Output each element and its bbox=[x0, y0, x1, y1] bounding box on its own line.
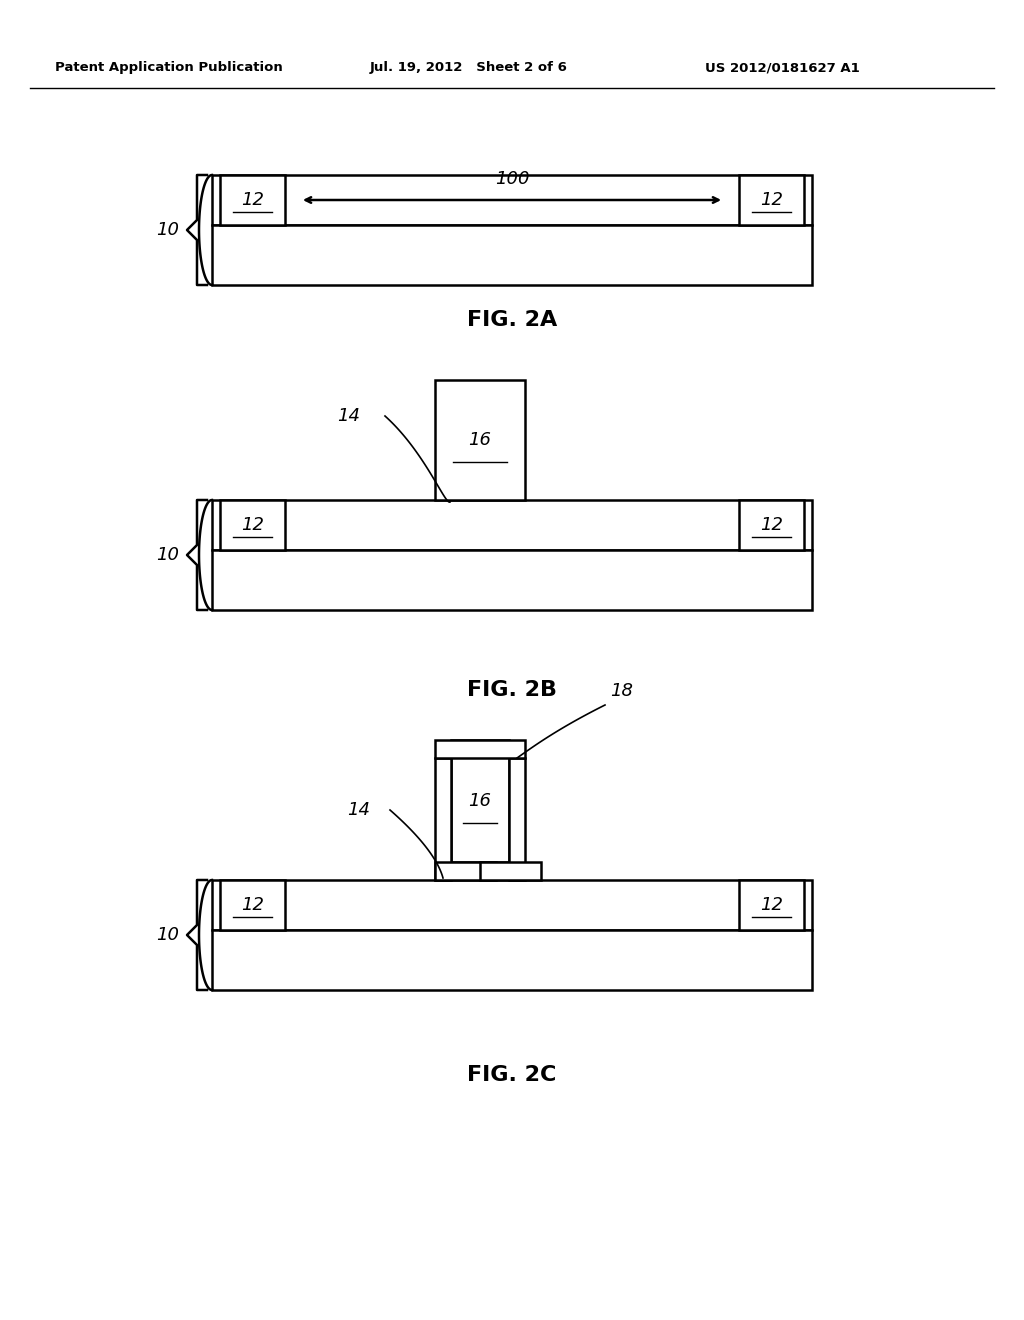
Text: 10: 10 bbox=[156, 546, 179, 564]
Bar bbox=[509, 758, 525, 880]
Text: 12: 12 bbox=[760, 516, 783, 535]
Bar bbox=[212, 176, 812, 224]
Text: 14: 14 bbox=[347, 801, 370, 818]
Text: 18: 18 bbox=[610, 682, 633, 700]
Text: 12: 12 bbox=[241, 896, 264, 913]
Bar bbox=[220, 880, 285, 931]
Bar bbox=[435, 862, 496, 880]
Bar bbox=[739, 880, 804, 931]
Text: 12: 12 bbox=[760, 896, 783, 913]
Text: US 2012/0181627 A1: US 2012/0181627 A1 bbox=[705, 62, 860, 74]
Text: 12: 12 bbox=[241, 191, 264, 209]
Text: Patent Application Publication: Patent Application Publication bbox=[55, 62, 283, 74]
Text: 12: 12 bbox=[760, 191, 783, 209]
Text: 10: 10 bbox=[156, 220, 179, 239]
Text: FIG. 2A: FIG. 2A bbox=[467, 310, 557, 330]
Bar bbox=[212, 880, 812, 931]
Bar bbox=[435, 758, 451, 880]
Text: Jul. 19, 2012   Sheet 2 of 6: Jul. 19, 2012 Sheet 2 of 6 bbox=[370, 62, 568, 74]
Bar bbox=[220, 500, 285, 550]
Bar bbox=[212, 224, 812, 285]
Bar bbox=[480, 862, 541, 880]
Text: 100: 100 bbox=[495, 170, 529, 187]
Text: 12: 12 bbox=[241, 516, 264, 535]
Bar bbox=[435, 380, 525, 500]
Bar bbox=[212, 931, 812, 990]
Text: FIG. 2C: FIG. 2C bbox=[467, 1065, 557, 1085]
Text: 16: 16 bbox=[469, 792, 492, 810]
Bar bbox=[220, 176, 285, 224]
Text: 10: 10 bbox=[156, 927, 179, 944]
Text: FIG. 2B: FIG. 2B bbox=[467, 680, 557, 700]
Text: 16: 16 bbox=[469, 432, 492, 449]
Bar bbox=[451, 741, 509, 862]
Bar bbox=[435, 741, 525, 758]
Bar bbox=[739, 500, 804, 550]
Bar bbox=[212, 500, 812, 550]
Bar bbox=[212, 550, 812, 610]
Bar bbox=[739, 176, 804, 224]
Text: 14: 14 bbox=[337, 407, 360, 425]
